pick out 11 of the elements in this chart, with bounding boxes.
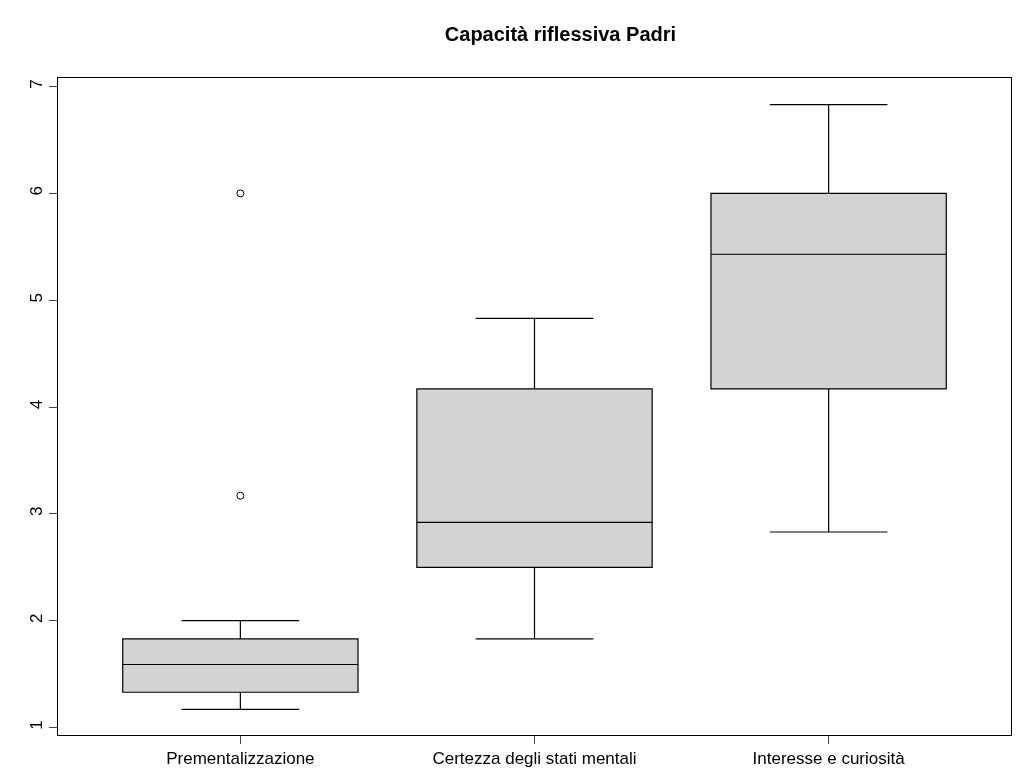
y-tick-label: 6 [27, 186, 47, 196]
y-tick-label: 4 [27, 399, 47, 410]
y-tick-label: 7 [27, 79, 47, 89]
chart-title: Capacità riflessiva Padri [444, 23, 677, 46]
y-tick-label: 1 [27, 720, 47, 730]
x-tick-label: Interesse e curiosità [752, 749, 906, 769]
x-tick-label: Prementalizzazione [166, 749, 315, 769]
y-tick-label: 2 [27, 613, 47, 623]
y-tick-label: 3 [27, 506, 47, 517]
y-tick-label: 5 [27, 292, 47, 303]
x-tick-label: Certezza degli stati mentali [432, 749, 637, 769]
